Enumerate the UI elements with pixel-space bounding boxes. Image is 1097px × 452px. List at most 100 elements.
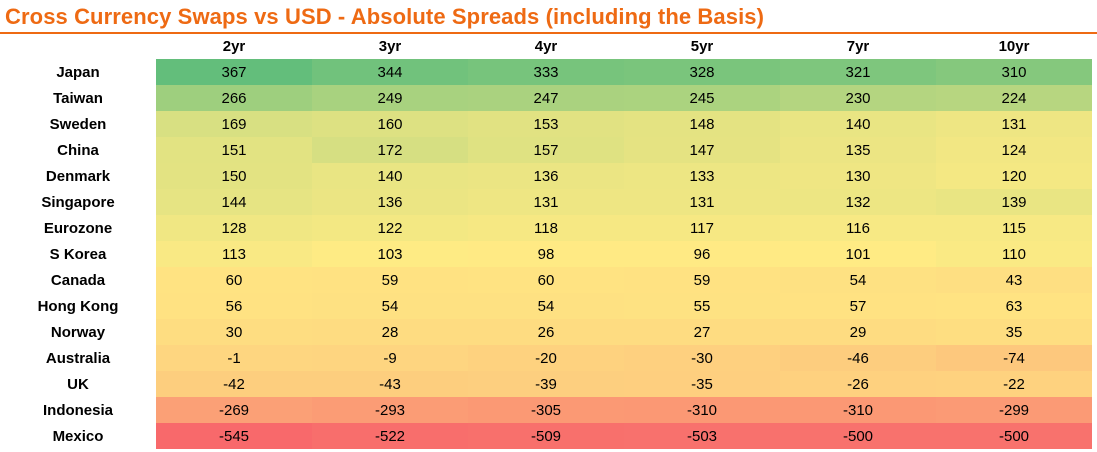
row-label: Australia [0, 345, 156, 371]
heatmap-cell: 132 [780, 189, 936, 215]
heatmap-row: China 151 172 157 147 135 124 [0, 137, 1092, 163]
row-label: Taiwan [0, 85, 156, 111]
heatmap-cell: 133 [624, 163, 780, 189]
heatmap-cell: 147 [624, 137, 780, 163]
heatmap-cell: -1 [156, 345, 312, 371]
heatmap-cell: -500 [936, 423, 1092, 449]
heatmap-cell: 60 [468, 267, 624, 293]
heatmap-cell: -509 [468, 423, 624, 449]
heatmap-row: Australia -1 -9 -20 -30 -46 -74 [0, 345, 1092, 371]
heatmap-cell: 245 [624, 85, 780, 111]
heatmap-cell: 172 [312, 137, 468, 163]
heatmap-row: UK -42 -43 -39 -35 -26 -22 [0, 371, 1092, 397]
corner-cell [0, 34, 156, 59]
heatmap-cell: -522 [312, 423, 468, 449]
heatmap-cell: 113 [156, 241, 312, 267]
heatmap-cell: 63 [936, 293, 1092, 319]
row-label: Denmark [0, 163, 156, 189]
row-label: Eurozone [0, 215, 156, 241]
column-header-2yr: 2yr [156, 34, 312, 59]
heatmap-cell: 130 [780, 163, 936, 189]
heatmap-cell: -503 [624, 423, 780, 449]
heatmap-cell: 140 [780, 111, 936, 137]
heatmap-cell: -35 [624, 371, 780, 397]
heatmap-cell: 59 [312, 267, 468, 293]
heatmap-cell: 54 [312, 293, 468, 319]
heatmap-cell: 43 [936, 267, 1092, 293]
heatmap-cell: 122 [312, 215, 468, 241]
heatmap-cell: 128 [156, 215, 312, 241]
heatmap-cell: 367 [156, 59, 312, 85]
heatmap-cell: 27 [624, 319, 780, 345]
heatmap-cell: -20 [468, 345, 624, 371]
heatmap-cell: -43 [312, 371, 468, 397]
column-header-10yr: 10yr [936, 34, 1092, 59]
heatmap-cell: 96 [624, 241, 780, 267]
heatmap-cell: 224 [936, 85, 1092, 111]
heatmap-cell: 131 [468, 189, 624, 215]
heatmap-cell: 136 [312, 189, 468, 215]
heatmap-cell: 120 [936, 163, 1092, 189]
heatmap-cell: 321 [780, 59, 936, 85]
heatmap-body: Japan 367 344 333 328 321 310 Taiwan 266 249 247 24… [0, 59, 1092, 449]
heatmap-cell: -305 [468, 397, 624, 423]
heatmap-cell: 55 [624, 293, 780, 319]
heatmap-row: Norway 30 28 26 27 29 35 [0, 319, 1092, 345]
row-label: Indonesia [0, 397, 156, 423]
heatmap-cell: 344 [312, 59, 468, 85]
heatmap-cell: 124 [936, 137, 1092, 163]
row-label: Hong Kong [0, 293, 156, 319]
heatmap-row: Mexico -545 -522 -509 -503 -500 -500 [0, 423, 1092, 449]
row-label: Singapore [0, 189, 156, 215]
heatmap-cell: -310 [624, 397, 780, 423]
spread-heatmap-table: 2yr 3yr 4yr 5yr 7yr 10yr Japan 367 344 333 328 321… [0, 34, 1092, 449]
heatmap-cell: -26 [780, 371, 936, 397]
chart-title: Cross Currency Swaps vs USD - Absolute S… [5, 4, 765, 29]
title-underline [0, 32, 1097, 34]
heatmap-cell: 151 [156, 137, 312, 163]
heatmap-cell: 310 [936, 59, 1092, 85]
heatmap-cell: -74 [936, 345, 1092, 371]
heatmap-cell: -39 [468, 371, 624, 397]
heatmap-row: Canada 60 59 60 59 54 43 [0, 267, 1092, 293]
heatmap-cell: 101 [780, 241, 936, 267]
heatmap-cell: 160 [312, 111, 468, 137]
heatmap-row: Indonesia -269 -293 -305 -310 -310 -299 [0, 397, 1092, 423]
heatmap-cell: 115 [936, 215, 1092, 241]
heatmap-row: S Korea 113 103 98 96 101 110 [0, 241, 1092, 267]
heatmap-cell: 135 [780, 137, 936, 163]
heatmap-cell: 29 [780, 319, 936, 345]
heatmap-cell: 136 [468, 163, 624, 189]
heatmap-row: Denmark 150 140 136 133 130 120 [0, 163, 1092, 189]
heatmap-cell: 157 [468, 137, 624, 163]
heatmap-cell: 54 [468, 293, 624, 319]
row-label: S Korea [0, 241, 156, 267]
heatmap-cell: 59 [624, 267, 780, 293]
heatmap-cell: 140 [312, 163, 468, 189]
row-label: Norway [0, 319, 156, 345]
heatmap-cell: 169 [156, 111, 312, 137]
heatmap-cell: -22 [936, 371, 1092, 397]
column-header-row: 2yr 3yr 4yr 5yr 7yr 10yr [0, 34, 1092, 59]
heatmap-cell: -500 [780, 423, 936, 449]
column-header-4yr: 4yr [468, 34, 624, 59]
heatmap-cell: 103 [312, 241, 468, 267]
heatmap-cell: -299 [936, 397, 1092, 423]
column-header-3yr: 3yr [312, 34, 468, 59]
row-label: Mexico [0, 423, 156, 449]
heatmap-row: Taiwan 266 249 247 245 230 224 [0, 85, 1092, 111]
heatmap-cell: 153 [468, 111, 624, 137]
heatmap-cell: 60 [156, 267, 312, 293]
heatmap-cell: -269 [156, 397, 312, 423]
heatmap-cell: -293 [312, 397, 468, 423]
row-label: Japan [0, 59, 156, 85]
column-header-7yr: 7yr [780, 34, 936, 59]
heatmap-cell: 144 [156, 189, 312, 215]
heatmap-cell: 333 [468, 59, 624, 85]
row-label: UK [0, 371, 156, 397]
heatmap-cell: 249 [312, 85, 468, 111]
heatmap-cell: 150 [156, 163, 312, 189]
heatmap-row: Japan 367 344 333 328 321 310 [0, 59, 1092, 85]
heatmap-cell: 28 [312, 319, 468, 345]
heatmap-cell: 328 [624, 59, 780, 85]
